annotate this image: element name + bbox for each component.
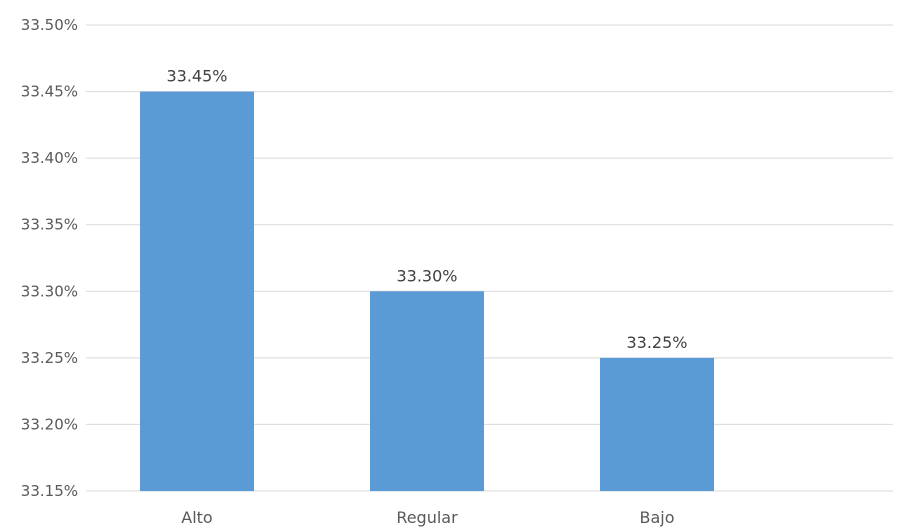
y-tick-label: 33.50%	[21, 16, 78, 34]
bars	[140, 91, 714, 492]
data-label-regular: 33.30%	[396, 266, 457, 285]
y-tick-label: 33.35%	[21, 216, 78, 234]
y-tick-label: 33.40%	[21, 149, 78, 167]
category-labels: Alto Regular Bajo	[181, 508, 674, 527]
bar-bajo	[600, 357, 714, 491]
data-label-bajo: 33.25%	[626, 333, 687, 352]
y-tick-label: 33.20%	[21, 415, 78, 433]
y-axis-tick-labels: 33.15% 33.20% 33.25% 33.30% 33.35% 33.40% 33.4…	[21, 16, 78, 500]
category-label-regular: Regular	[396, 508, 458, 527]
y-tick-label: 33.30%	[21, 282, 78, 300]
category-label-bajo: Bajo	[639, 508, 674, 527]
data-label-alto: 33.45%	[166, 67, 227, 86]
bar-alto	[140, 91, 254, 492]
bar-regular	[370, 291, 484, 491]
data-labels: 33.45% 33.30% 33.25%	[166, 67, 687, 352]
y-tick-label: 33.15%	[21, 482, 78, 500]
y-tick-label: 33.25%	[21, 349, 78, 367]
category-label-alto: Alto	[181, 508, 212, 527]
y-tick-label: 33.45%	[21, 83, 78, 101]
